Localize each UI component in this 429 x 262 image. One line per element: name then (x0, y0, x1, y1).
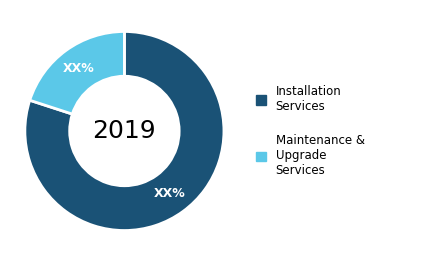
Text: 2019: 2019 (93, 119, 156, 143)
Text: XX%: XX% (63, 62, 95, 75)
Wedge shape (30, 31, 124, 114)
Wedge shape (25, 31, 224, 231)
Text: XX%: XX% (154, 187, 186, 200)
Legend: Installation
Services, Maintenance &
Upgrade
Services: Installation Services, Maintenance & Upg… (256, 85, 365, 177)
